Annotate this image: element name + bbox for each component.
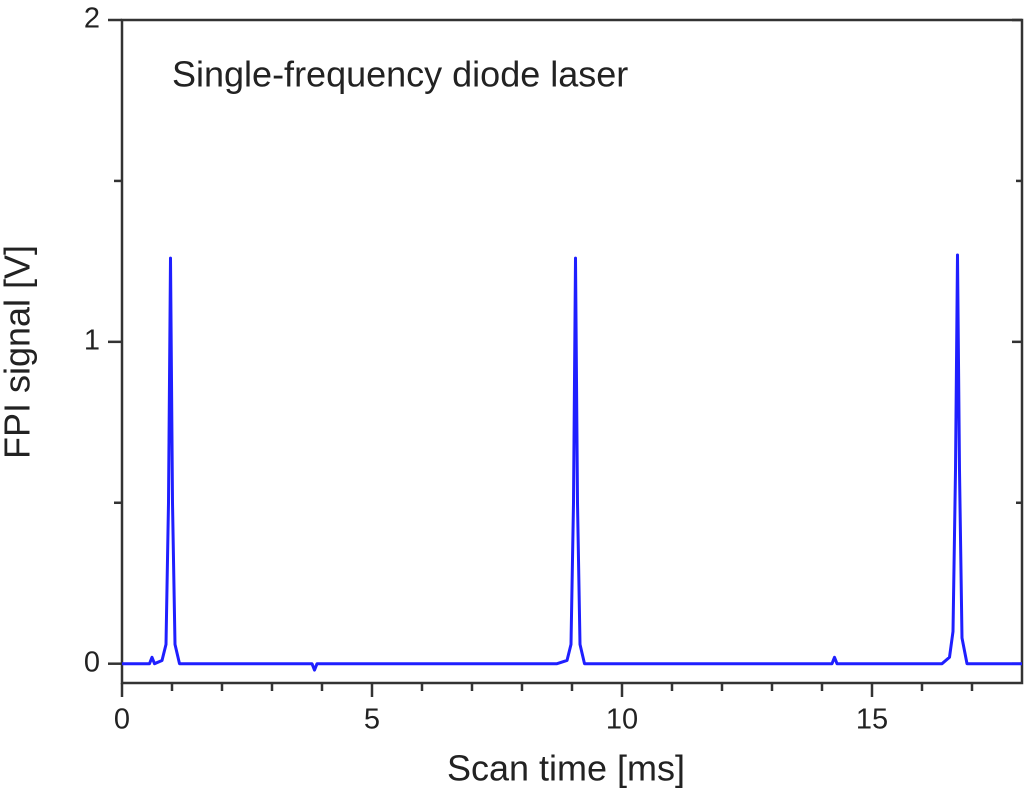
y-tick-label: 2 — [84, 3, 100, 35]
data-line — [122, 253, 1022, 672]
x-tick-label: 5 — [364, 704, 380, 736]
x-tick-label: 0 — [114, 704, 130, 736]
y-tick-label: 1 — [84, 325, 100, 357]
x-tick-label: 10 — [606, 704, 638, 736]
x-axis-title: Scan time [ms] — [447, 748, 685, 789]
x-tick-label: 15 — [856, 704, 888, 736]
y-tick-label: 0 — [84, 646, 100, 678]
y-axis-title: FPI signal [V] — [0, 245, 38, 459]
annotation: Single-frequency diode laser — [172, 54, 628, 95]
